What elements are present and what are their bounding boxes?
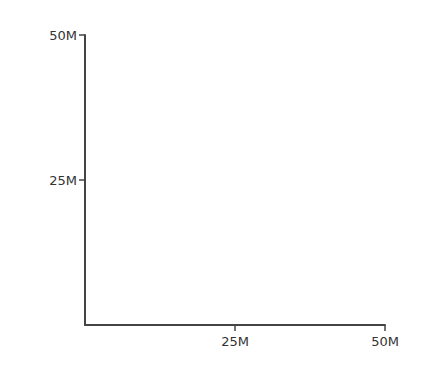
svg-text:50M: 50M xyxy=(371,334,399,349)
svg-text:50M: 50M xyxy=(49,28,77,43)
svg-text:25M: 25M xyxy=(221,334,249,349)
svg-text:25M: 25M xyxy=(49,173,77,188)
